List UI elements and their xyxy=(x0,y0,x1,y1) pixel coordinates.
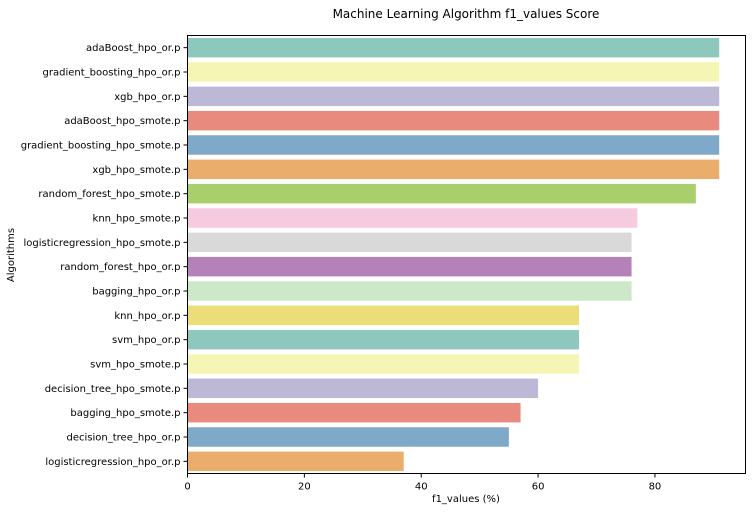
y-tick-label: logisticregression_hpo_or.p xyxy=(45,457,180,468)
bar xyxy=(187,354,579,374)
x-tick-label: 80 xyxy=(649,482,662,493)
bar xyxy=(187,183,696,204)
y-tick-label: adaBoost_hpo_smote.p xyxy=(64,116,180,127)
y-tick-label: bagging_hpo_or.p xyxy=(92,287,180,298)
bar xyxy=(187,305,579,326)
y-tick-label: knn_hpo_or.p xyxy=(114,311,180,322)
bar xyxy=(187,208,638,228)
y-tick-label: knn_hpo_smote.p xyxy=(93,214,181,225)
x-tick-label: 20 xyxy=(298,482,311,493)
bar xyxy=(187,232,632,253)
y-tick-label: logisticregression_hpo_smote.p xyxy=(24,238,181,249)
bar xyxy=(187,402,521,423)
bar xyxy=(187,256,632,277)
bar xyxy=(187,135,720,155)
bar xyxy=(187,86,720,107)
y-axis-label: Algorithms xyxy=(6,228,17,282)
y-tick-label: adaBoost_hpo_or.p xyxy=(86,43,180,54)
y-tick-label: decision_tree_hpo_or.p xyxy=(67,433,181,444)
y-tick-label: xgb_hpo_smote.p xyxy=(92,165,180,176)
x-tick-label: 40 xyxy=(415,482,428,493)
y-ticks-group: adaBoost_hpo_or.p gradient_boosting_hpo_o… xyxy=(21,43,188,468)
y-tick-label: svm_hpo_or.p xyxy=(112,335,181,346)
x-tick-label: 0 xyxy=(184,482,190,493)
bars-group xyxy=(187,37,720,472)
bar xyxy=(187,110,720,131)
bar xyxy=(187,62,720,82)
y-tick-label: gradient_boosting_hpo_smote.p xyxy=(21,141,181,152)
y-tick-label: svm_hpo_smote.p xyxy=(90,360,180,371)
bar xyxy=(187,451,404,472)
x-axis-label: f1_values (%) xyxy=(432,494,500,505)
x-tick-label: 60 xyxy=(532,482,545,493)
x-ticks-group: 0 20 40 60 80 xyxy=(184,473,662,493)
bar xyxy=(187,281,632,301)
y-tick-label: random_forest_hpo_smote.p xyxy=(38,189,180,200)
y-tick-label: xgb_hpo_or.p xyxy=(114,92,180,103)
bar xyxy=(187,427,509,447)
y-tick-label: decision_tree_hpo_smote.p xyxy=(45,384,181,395)
plot-frame xyxy=(187,35,746,474)
y-tick-label: bagging_hpo_smote.p xyxy=(70,408,180,419)
bar xyxy=(187,329,579,350)
bar xyxy=(187,378,539,399)
bar xyxy=(187,37,720,58)
y-tick-label: random_forest_hpo_or.p xyxy=(60,262,180,273)
chart-title: Machine Learning Algorithm f1_values Sco… xyxy=(333,7,600,21)
y-tick-label: gradient_boosting_hpo_or.p xyxy=(43,68,181,79)
bar xyxy=(187,159,720,180)
